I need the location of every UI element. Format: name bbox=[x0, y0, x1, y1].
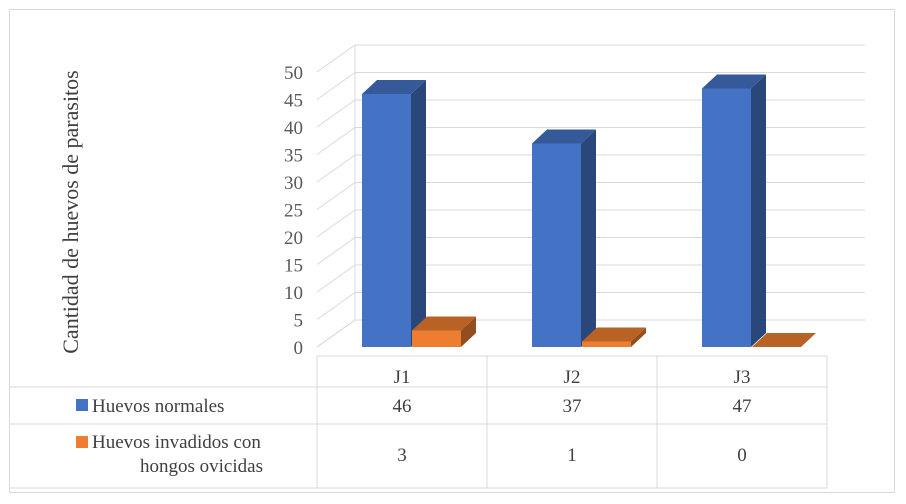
data-table: J1 J2 J3 Huevos normales 46 37 47 Huevos invadi… bbox=[9, 355, 828, 489]
y-tick-label: 40 bbox=[284, 118, 303, 139]
y-axis-label: Cantidad de huevos de parasitos bbox=[58, 70, 83, 354]
gridline bbox=[316, 292, 865, 320]
y-tick-label: 5 bbox=[294, 311, 304, 332]
bar bbox=[532, 143, 581, 347]
bar bbox=[582, 341, 631, 347]
data-table-value: 3 bbox=[397, 445, 407, 466]
x-category-label: J2 bbox=[564, 367, 581, 388]
gridline bbox=[316, 127, 865, 155]
y-tick-label: 45 bbox=[284, 91, 303, 112]
chart-frame bbox=[9, 9, 895, 493]
gridline bbox=[316, 72, 865, 100]
data-table-value: 1 bbox=[567, 445, 577, 466]
y-tick-labels: 0 5 10 15 20 25 30 35 40 45 50 bbox=[284, 63, 303, 359]
gridline bbox=[316, 237, 865, 265]
bar-side bbox=[631, 327, 646, 347]
x-category-label: J1 bbox=[394, 367, 411, 388]
gridline bbox=[316, 99, 865, 128]
legend-label: Huevos normales bbox=[92, 396, 224, 417]
y-tick-label: 15 bbox=[284, 256, 303, 277]
x-category-label: J3 bbox=[734, 367, 751, 388]
bar-top bbox=[702, 74, 766, 89]
bar-top bbox=[532, 129, 596, 144]
gridline bbox=[316, 154, 865, 183]
bar-side bbox=[411, 80, 426, 347]
gridline bbox=[316, 44, 865, 73]
data-table-value: 47 bbox=[733, 396, 752, 417]
bar bbox=[702, 88, 751, 347]
y-tick-label: 0 bbox=[294, 338, 304, 359]
gridlines bbox=[316, 44, 865, 348]
bar-top bbox=[582, 327, 646, 342]
gridline bbox=[316, 319, 865, 348]
legend-key bbox=[76, 436, 88, 448]
bar bbox=[362, 94, 411, 347]
y-tick-label: 30 bbox=[284, 173, 303, 194]
gridline bbox=[316, 264, 865, 293]
y-tick-label: 10 bbox=[284, 283, 303, 304]
gridline bbox=[316, 182, 865, 210]
legend-label: hongos ovicidas bbox=[140, 456, 263, 477]
bar-top bbox=[752, 333, 816, 347]
bar bbox=[412, 330, 461, 347]
bar-top bbox=[362, 80, 426, 94]
bar-side bbox=[751, 74, 766, 347]
bar-side bbox=[581, 129, 596, 347]
legend-label: Huevos invadidos con bbox=[92, 432, 261, 453]
y-tick-label: 35 bbox=[284, 146, 303, 167]
bar-top bbox=[412, 316, 476, 331]
data-table-value: 37 bbox=[563, 396, 582, 417]
y-tick-label: 25 bbox=[284, 201, 303, 222]
bar-side bbox=[461, 316, 476, 347]
data-table-value: 0 bbox=[737, 445, 747, 466]
y-tick-label: 50 bbox=[284, 63, 303, 84]
y-tick-label: 20 bbox=[284, 228, 303, 249]
data-table-value: 46 bbox=[393, 396, 412, 417]
gridline bbox=[316, 209, 865, 238]
legend-key bbox=[76, 399, 88, 411]
bars bbox=[362, 74, 816, 347]
